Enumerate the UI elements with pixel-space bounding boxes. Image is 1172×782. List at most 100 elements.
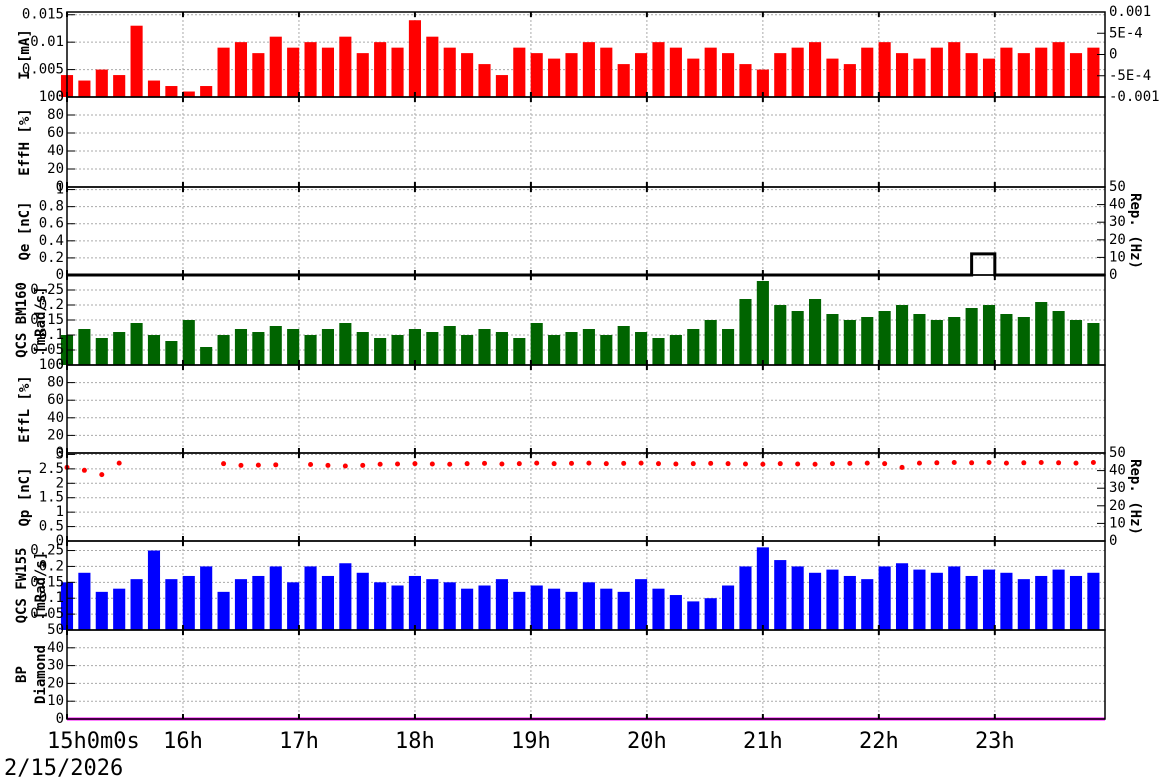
point: [99, 472, 105, 478]
point: [847, 460, 853, 466]
y-tick-label: 0.05: [30, 606, 64, 622]
bar: [408, 20, 421, 97]
bar: [1017, 53, 1030, 97]
y-tick-label: 80: [47, 375, 64, 391]
bar: [391, 47, 404, 97]
bar: [513, 338, 526, 365]
bar: [530, 323, 543, 365]
bar: [147, 550, 161, 630]
y-tick-label: 0.8: [39, 199, 64, 215]
y-tick-label: 0.25: [30, 282, 64, 298]
point: [1003, 460, 1009, 466]
bar: [635, 53, 648, 97]
bar: [234, 42, 248, 97]
y-tick-label: 0: [56, 445, 64, 461]
bar: [165, 86, 178, 97]
bar: [426, 36, 439, 97]
point: [1038, 460, 1044, 466]
bar: [426, 579, 439, 630]
y-tick-label: 60: [47, 125, 64, 141]
y2-tick-label: 30: [1109, 214, 1126, 230]
point: [569, 460, 575, 466]
bar: [130, 323, 143, 365]
bar: [1017, 579, 1030, 630]
x-tick-label: 18h: [395, 729, 435, 754]
bar: [95, 591, 108, 630]
bar: [739, 64, 752, 97]
point: [951, 460, 957, 466]
y-tick-label: 0.15: [30, 574, 64, 590]
bar: [95, 69, 108, 97]
bar: [1087, 47, 1100, 97]
bar: [791, 311, 804, 365]
bar: [130, 25, 143, 97]
y-tick-label: 0.25: [30, 543, 64, 559]
bar: [234, 329, 248, 365]
bar: [339, 36, 352, 97]
bar: [252, 332, 265, 365]
bar: [617, 591, 630, 630]
bar: [687, 58, 700, 97]
y-tick-label: 30: [47, 658, 64, 674]
y2-tick-label: 0: [1109, 533, 1117, 549]
x-tick-label: 16h: [163, 729, 203, 754]
bar: [356, 332, 369, 365]
bar: [965, 575, 978, 630]
bar: [113, 332, 126, 365]
bar: [948, 42, 961, 97]
point: [534, 460, 540, 466]
point: [655, 461, 661, 467]
y-tick-label: 60: [47, 392, 64, 408]
y-tick-label: 0.2: [39, 558, 64, 574]
point: [1056, 460, 1062, 466]
y-tick-label: 20: [47, 427, 64, 443]
bar: [513, 591, 526, 630]
bar: [739, 299, 752, 365]
point: [742, 461, 748, 467]
bar: [965, 308, 978, 365]
bar: [200, 86, 213, 97]
bar: [530, 585, 543, 630]
bar: [321, 575, 335, 630]
bar: [843, 575, 856, 630]
bar: [1069, 575, 1083, 630]
bar: [774, 560, 787, 630]
bar: [843, 320, 856, 365]
y-tick-label: 0.01: [30, 34, 64, 50]
point: [360, 462, 366, 468]
y-tick-label: 80: [47, 107, 64, 123]
point: [325, 462, 331, 468]
bar: [756, 69, 769, 97]
bar: [1087, 323, 1100, 365]
bar: [548, 58, 561, 97]
bar: [200, 347, 213, 365]
bar: [582, 42, 595, 97]
bar: [791, 566, 804, 630]
point: [638, 460, 644, 466]
bar: [548, 588, 561, 630]
y-axis-label: [mRad/s]: [33, 552, 49, 619]
bar: [913, 314, 926, 365]
bar: [391, 335, 404, 365]
y-tick-label: 50: [47, 622, 64, 638]
bar: [234, 579, 248, 630]
bar: [287, 47, 300, 97]
point: [1021, 460, 1027, 466]
bar: [1000, 47, 1013, 97]
bar: [930, 572, 943, 630]
bar: [304, 335, 317, 365]
y-tick-label: 0: [56, 711, 64, 727]
point: [482, 460, 488, 466]
point: [238, 462, 244, 468]
bar: [704, 598, 717, 630]
point: [116, 460, 122, 466]
bar: [1000, 314, 1013, 365]
y-tick-label: 40: [47, 640, 64, 656]
bar: [600, 335, 613, 365]
bar: [982, 569, 996, 630]
y-axis-label: BP: [14, 666, 30, 683]
bar: [1052, 569, 1065, 630]
bar: [304, 566, 317, 630]
bar: [478, 329, 491, 365]
y2-axis-label: Rep. (Hz): [1127, 193, 1143, 269]
